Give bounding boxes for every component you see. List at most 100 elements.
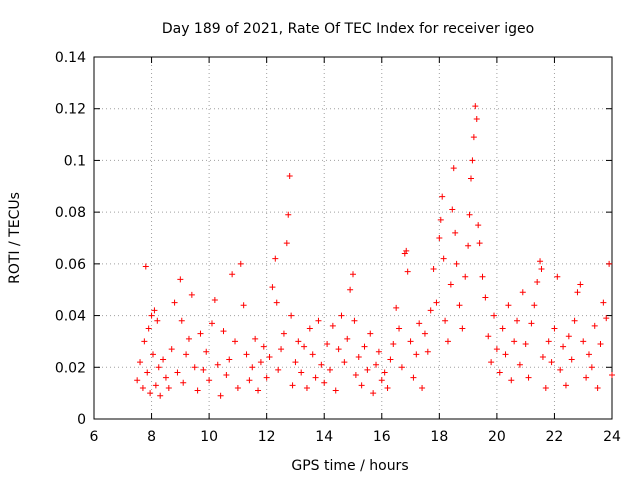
data-point [139,384,146,391]
data-point [260,343,267,350]
grid-lines [94,57,612,419]
data-point [180,379,187,386]
data-points [134,103,615,399]
data-point [424,348,431,355]
data-point [301,343,308,350]
data-point [208,320,215,327]
data-point [565,333,572,340]
data-point [329,322,336,329]
data-point [449,206,456,213]
data-point [514,317,521,324]
data-point [249,364,256,371]
data-point [398,364,405,371]
data-point [312,374,319,381]
data-point [367,330,374,337]
data-point [361,343,368,350]
data-point [538,266,545,273]
data-point [571,317,578,324]
y-axis-title: ROTI / TECUs [7,192,23,284]
data-point [350,271,356,278]
data-point [499,325,506,332]
x-tick-label: 12 [258,429,276,445]
data-point [505,302,512,309]
y-tick-label: 0.1 [64,153,86,169]
data-point [440,255,447,262]
x-axis-title: GPS time / hours [291,458,408,474]
chart-title: Day 189 of 2021, Rate Of TEC Index for r… [162,21,534,37]
data-point [407,338,414,345]
data-point [347,286,354,293]
x-tick-label: 10 [200,429,218,445]
data-point [306,325,313,332]
data-point [539,353,546,360]
data-point [232,338,239,345]
data-point [396,325,403,332]
data-point [450,165,457,172]
data-point [275,366,282,373]
data-point [303,384,310,391]
x-tick-label: 8 [147,429,156,445]
data-point [272,255,279,262]
data-point [318,361,325,368]
data-point [168,346,175,353]
data-point [200,366,207,373]
data-point [516,361,523,368]
data-point [355,353,362,360]
data-point [401,250,408,257]
data-point [285,211,292,218]
data-point [237,260,244,267]
data-point [580,338,587,345]
data-point [326,366,333,373]
data-point [462,273,469,280]
data-point [433,299,440,306]
data-point [476,240,483,247]
data-point [560,343,567,350]
data-point [309,351,316,358]
data-point [171,299,178,306]
data-point [324,341,331,348]
y-tick-label: 0.04 [55,309,86,325]
data-point [185,335,192,342]
data-point [183,351,190,358]
data-point [220,328,227,335]
data-point [341,359,348,366]
data-point [562,382,569,389]
data-point [502,351,509,358]
data-point [491,312,498,319]
data-point [137,359,144,366]
data-point [525,374,532,381]
data-point [583,374,590,381]
data-point [452,229,459,236]
data-point [197,330,204,337]
data-point [591,322,598,329]
data-point [393,304,400,311]
data-point [557,366,564,373]
data-point [370,390,377,397]
y-tick-label: 0.12 [55,102,86,118]
data-point [148,312,155,319]
data-point [511,338,518,345]
data-point [606,260,613,267]
data-point [332,387,339,394]
data-point [528,320,535,327]
data-point [229,271,236,278]
x-tick-label: 6 [90,429,99,445]
data-point [273,299,280,306]
data-point [246,377,253,384]
data-point [280,330,287,337]
data-point [223,372,230,379]
data-point [321,379,328,386]
data-point [439,193,446,200]
data-point [162,374,169,381]
plot-frame [93,56,613,420]
data-point [467,175,474,182]
data-point [585,351,592,358]
data-point [214,361,221,368]
data-point [453,260,460,267]
data-point [522,341,529,348]
data-point [594,384,601,391]
data-point [381,369,388,376]
data-point [152,382,159,389]
data-point [269,284,276,291]
data-point [165,384,172,391]
